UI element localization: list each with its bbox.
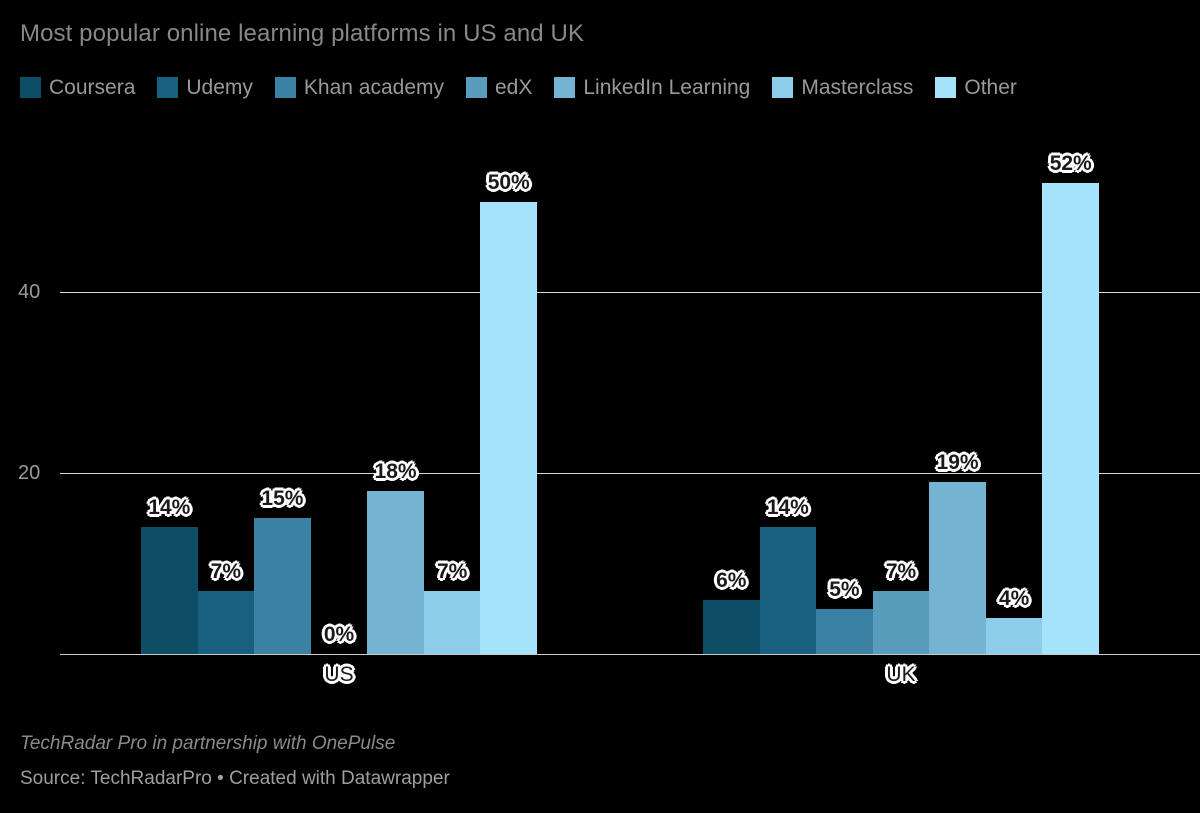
bar-value-label: 0% (323, 623, 355, 646)
bar-value-label: 14% (766, 496, 809, 520)
y-axis-tick-label: 20 (18, 462, 41, 484)
bar-value-label: 14% (148, 496, 191, 520)
bar-value-label: 18% (374, 460, 417, 484)
legend-item-edx[interactable]: edX (466, 74, 532, 100)
legend-swatch-icon (274, 76, 296, 98)
legend-swatch-icon (935, 76, 957, 98)
legend-item-label: edX (495, 75, 533, 99)
bar[interactable] (141, 527, 198, 654)
legend-item-label: Khan academy (303, 75, 444, 99)
chart-legend: Coursera Udemy Khan academy edX LinkedIn Lea… (20, 74, 1039, 100)
legend-swatch-icon (157, 76, 179, 98)
bar[interactable] (816, 608, 873, 654)
legend-item-label: Udemy (186, 75, 253, 99)
bar[interactable] (367, 491, 424, 654)
bar[interactable] (872, 590, 930, 654)
bar-value-label: 50% (487, 170, 530, 194)
bar-value-label: 4% (998, 586, 1030, 610)
legend-swatch-icon (20, 76, 41, 98)
bar-value-label: 7% (436, 559, 468, 583)
legend-item-other[interactable]: Other (935, 74, 1017, 100)
bar-value-label: 52% (1049, 152, 1092, 176)
legend-item-label: Masterclass (801, 75, 914, 99)
legend-item-label: Coursera (49, 75, 136, 99)
bar[interactable] (703, 599, 760, 654)
bar-value-label: 5% (829, 577, 860, 601)
x-axis-baseline (60, 654, 1200, 655)
bar-value-label: 6% (716, 568, 747, 592)
bar-value-label: 19% (936, 451, 979, 475)
legend-item-coursera[interactable]: Coursera (20, 74, 135, 100)
legend-item-masterclass[interactable]: Masterclass (772, 74, 913, 100)
legend-swatch-icon (772, 76, 794, 98)
bar[interactable] (254, 518, 311, 654)
legend-swatch-icon (466, 76, 487, 98)
bar[interactable] (929, 482, 986, 654)
gridline (60, 292, 1200, 293)
y-axis-tick-label: 40 (18, 281, 41, 303)
legend-item-label: LinkedIn Learning (583, 75, 751, 99)
bar[interactable] (423, 590, 481, 654)
x-axis-category-label: UK (886, 663, 916, 686)
bar-value-label: 7% (210, 559, 242, 583)
bar[interactable] (1042, 183, 1099, 654)
footer-note: TechRadar Pro in partnership with OnePul… (20, 733, 396, 754)
bar-value-label: 7% (885, 559, 917, 583)
footer-source: Source: TechRadarPro • Created with Data… (20, 768, 450, 789)
gridline (60, 473, 1200, 474)
legend-item-linkedin-learning[interactable]: LinkedIn Learning (554, 74, 750, 100)
bar[interactable] (480, 201, 537, 654)
legend-item-khan-academy[interactable]: Khan academy (274, 74, 444, 100)
chart-title: Most popular online learning platforms i… (20, 20, 585, 47)
legend-swatch-icon (554, 76, 576, 98)
x-axis-category-label: US (324, 663, 354, 686)
bar[interactable] (985, 617, 1043, 654)
legend-item-label: Other (964, 75, 1017, 99)
bar-value-label: 15% (261, 487, 304, 511)
bar[interactable] (197, 590, 255, 654)
bar[interactable] (759, 527, 817, 654)
legend-item-udemy[interactable]: Udemy (157, 74, 253, 100)
